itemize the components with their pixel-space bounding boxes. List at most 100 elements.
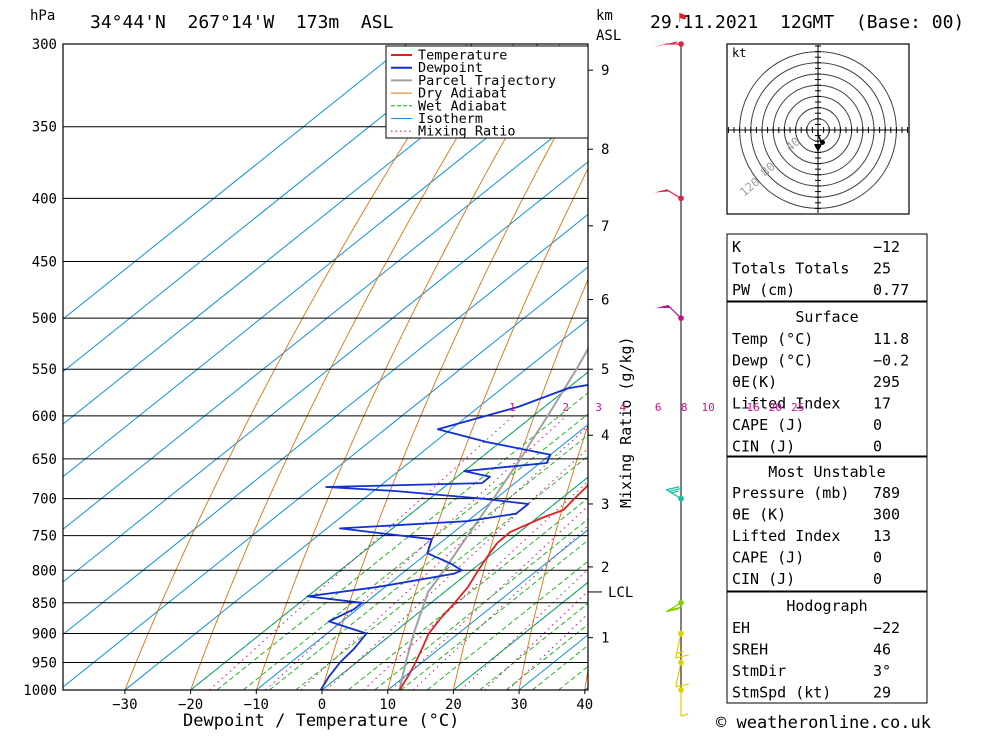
wind-barb [676,631,689,658]
mixing-ratio-line [364,416,659,690]
temp-tick-label: −30 [112,697,137,713]
mixing-ratio-tick-label: 6 [655,401,662,414]
wind-barb-half-flag [681,714,688,716]
wind-barb-dot [678,496,684,502]
table-row-label: K [732,238,741,256]
table-row-label: CIN (J) [732,570,795,588]
km-tick-label: 3 [601,497,609,513]
wind-barb-staff [676,662,681,686]
table-row-label: EH [732,619,750,637]
table-row-label: CIN (J) [732,438,795,456]
hodograph-endpoint [820,140,825,145]
mixing-ratio-tick-label: 4 [619,401,626,414]
km-tick-label: 1 [601,631,609,647]
table-row-label: Lifted Index [732,527,840,545]
table-row-value: 295 [873,373,900,391]
mixing-ratio-line [391,416,685,690]
pressure-tick-label: 800 [32,563,57,579]
table-row-value: 789 [873,484,900,502]
location-title: 34°44'N 267°14'W 173m ASL [90,12,394,33]
wind-flag-icon: ⚑ [678,10,686,26]
isotherm-line [0,44,473,690]
pressure-tick-label: 950 [32,655,57,671]
dry-adiabat-line [256,44,560,690]
table-row-value: 11.8 [873,330,909,348]
pressure-tick-label: 450 [32,255,57,271]
mixing-ratio-tick-label: 2 [562,401,569,414]
mixing-ratio-tick-label: 20 [769,401,782,414]
pressure-tick-label: 1000 [23,683,57,699]
table-section-title: Hodograph [786,597,867,615]
table-row-value: 0 [873,416,882,434]
table-row-label: Totals Totals [732,260,849,278]
table-section-title: Most Unstable [768,463,885,481]
mixing-ratio-tick-label: 8 [681,401,688,414]
table-row-value: 300 [873,506,900,524]
table-row-label: SREH [732,641,768,659]
dry-adiabat-line [977,44,1000,690]
mixing-ratio-tick-label: 25 [791,401,804,414]
table-row-label: Pressure (mb) [732,484,849,502]
table-row-value: 46 [873,641,891,659]
pressure-tick-label: 850 [32,596,57,612]
table-row-label: StmDir [732,662,786,680]
table-row-label: CAPE (J) [732,416,804,434]
mixing-ratio-tick-label: 10 [701,401,714,414]
table-row-value: 13 [873,527,891,545]
wind-profile: ⚑ [653,10,688,716]
table-row-value: 0.77 [873,281,909,299]
table-row-label: StmSpd (kt) [732,684,831,702]
pressure-tick-label: 900 [32,626,57,642]
km-tick-label: 8 [601,142,609,158]
table-row-value: −0.2 [873,352,909,370]
wind-barb [676,660,689,687]
mixing-ratio-line [326,416,624,690]
km-unit-label: km [596,8,613,24]
wind-barb [654,189,683,201]
km-tick-label: 5 [601,362,609,378]
table-row-value: 25 [873,260,891,278]
km-tick-label: 9 [601,63,609,79]
pressure-tick-label: 400 [32,191,57,207]
wind-barb [655,305,683,321]
wind-barb-flag [676,684,689,687]
hodograph-unit-label: kt [732,46,746,60]
mixing-ratio-axis-label: Mixing Ratio (g/kg) [617,336,635,508]
temp-tick-label: 40 [576,697,593,713]
mixing-ratio-tick-label: 1 [509,401,516,414]
km-tick-label: 6 [601,293,609,309]
pressure-tick-label: 300 [32,37,57,53]
pressure-tick-label: 600 [32,409,57,425]
wind-barb-flag [676,655,689,658]
table-row-value: 29 [873,684,891,702]
pressure-tick-label: 650 [32,452,57,468]
p-unit-label: hPa [30,8,55,24]
mixing-ratio-tick-label: 3 [595,401,602,414]
table-row-label: CAPE (J) [732,549,804,567]
table-section-title: Surface [795,308,858,326]
km-tick-label: 7 [601,219,609,235]
pressure-tick-label: 350 [32,120,57,136]
dry-adiabat-line [453,44,699,690]
km-tick-label: 4 [601,428,609,444]
table-row-value: 0 [873,549,882,567]
isotherm-line [0,44,538,690]
pressure-tick-label: 700 [32,492,57,508]
pressure-tick-label: 550 [32,362,57,378]
mixing-ratio-tick-label: 16 [747,401,760,414]
wind-barb-pennant [653,44,668,47]
table-row-value: 17 [873,395,891,413]
table-row-label: θE (K) [732,506,786,524]
table-row-value: 3° [873,662,891,680]
table-row-label: θE(K) [732,373,777,391]
wind-barb-half-flag [677,652,684,654]
isotherm-line [0,44,407,690]
wind-barb [678,687,688,716]
table-row-label: PW (cm) [732,281,795,299]
table-row-value: −22 [873,619,900,637]
temp-tick-label: 30 [511,697,528,713]
lcl-label: LCL [608,585,633,601]
